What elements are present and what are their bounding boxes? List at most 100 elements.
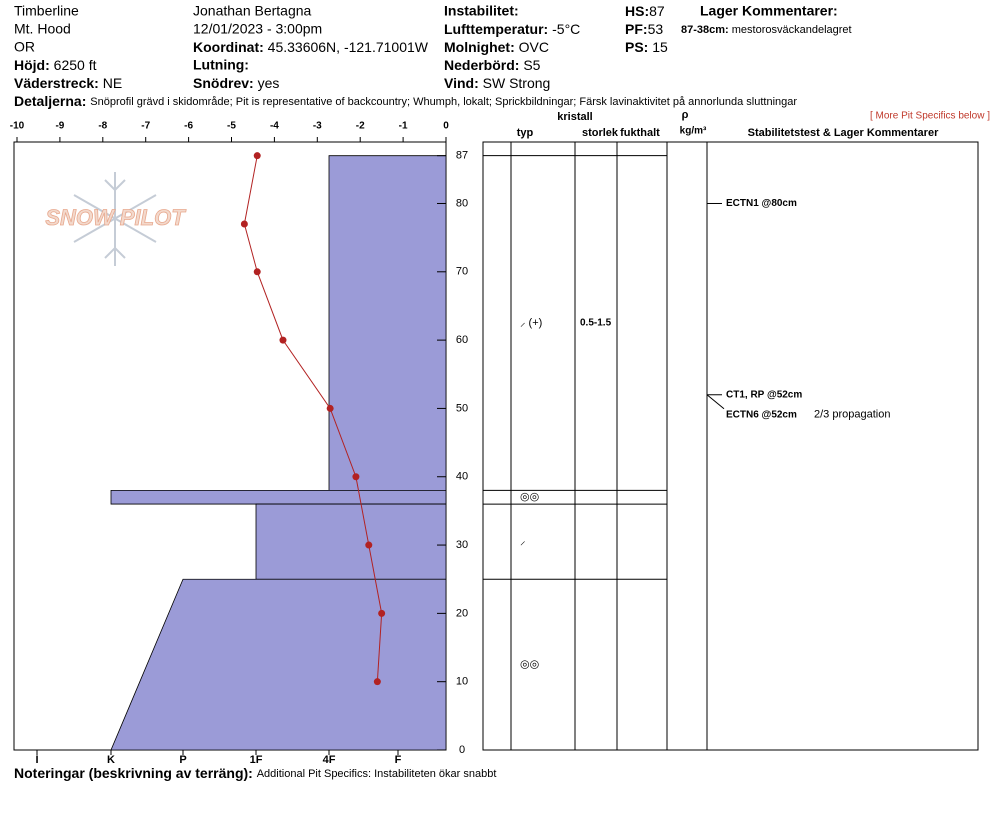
logo-snowflake [73, 172, 157, 266]
hardness-layer [328, 155, 447, 491]
label: Nederbörd: [444, 57, 519, 73]
label: Noteringar (beskrivning av terräng): [14, 765, 253, 781]
datetime: 12/01/2023 - 3:00pm [193, 21, 322, 37]
y-tick-label: 50 [456, 402, 468, 414]
column-header: fukthalt [620, 127, 660, 139]
temperature-point [365, 541, 373, 549]
y-tick-label: 40 [456, 471, 468, 483]
hardness-label: I [35, 754, 38, 766]
hardness-label: 1F [250, 754, 263, 766]
hardness-label: F [395, 754, 402, 766]
x-tick-label: -4 [270, 121, 279, 132]
wind: Vind: SW Strong [444, 75, 550, 91]
text: Additional Pit Specifics: Instabiliteten… [257, 768, 497, 780]
coordinates: Koordinat: 45.33606N, -121.71001W [193, 39, 429, 55]
x-tick-label: -1 [399, 121, 408, 132]
x-tick-label: -10 [10, 121, 25, 132]
value: 53 [648, 21, 664, 37]
location: Mt. Hood [14, 21, 71, 37]
temperature-point [326, 404, 334, 412]
label: 87-38cm: [681, 24, 729, 36]
value: OVC [519, 39, 549, 55]
elevation: Höjd: 6250 ft [14, 57, 97, 73]
label: Molnighet: [444, 39, 515, 55]
label: PF: [625, 21, 648, 37]
temperature-point [279, 336, 287, 344]
observer: Jonathan Bertagna [193, 3, 312, 19]
instability: Instabilitet: [444, 3, 519, 19]
label: Väderstreck: [14, 75, 99, 91]
notes: Noteringar (beskrivning av terräng): Add… [14, 765, 496, 781]
grain-size: 0.5-1.5 [580, 318, 612, 329]
hardness-layer [110, 490, 447, 505]
test-arrow [706, 394, 725, 410]
layer-comments-title: Lager Kommentarer: [700, 3, 838, 19]
air-temp: Lufttemperatur: -5°C [444, 21, 580, 37]
temperature-point [240, 220, 248, 228]
label: Lufttemperatur: [444, 21, 548, 37]
precip: Nederbörd: S5 [444, 57, 541, 73]
value: SW Strong [483, 75, 551, 91]
text: mestorosväckandelagret [732, 24, 852, 36]
x-tick-label: 0 [443, 121, 449, 132]
hardness-label: 4F [323, 754, 336, 766]
hardness-layer [110, 578, 447, 751]
location: Timberline [14, 3, 79, 19]
y-tick-label: 87 [456, 150, 468, 162]
y-tick-label: 30 [456, 539, 468, 551]
grain-type: ⸝ [520, 536, 526, 548]
hardness-label: K [107, 754, 115, 766]
temperature-point [352, 473, 360, 481]
value: -5°C [552, 21, 580, 37]
y-tick-label: 20 [456, 607, 468, 619]
column-header: kg/m³ [680, 126, 707, 137]
grain-type: ⸝ (+) [520, 317, 542, 329]
x-tick-label: -5 [227, 121, 236, 132]
temperature-point [378, 609, 386, 617]
y-tick-label: 60 [456, 334, 468, 346]
logo-text: SNOW PILOT [45, 205, 186, 230]
column-header: kristall [557, 111, 592, 123]
y-tick-label: 10 [456, 676, 468, 688]
grain-type: ◎◎ [520, 491, 539, 503]
column-header: storlek [582, 127, 619, 139]
value: 87 [649, 3, 665, 19]
temperature-point [253, 268, 261, 276]
label: PS: [625, 39, 648, 55]
x-tick-label: -7 [141, 121, 150, 132]
value: 45.33606N, -121.71001W [268, 39, 429, 55]
label: Detaljerna: [14, 93, 86, 109]
layer-table-frame [482, 141, 979, 751]
slope: Lutning: [193, 57, 249, 73]
grain-type: ◎◎ [520, 659, 539, 671]
hs: HS:87 [625, 3, 665, 19]
y-tick-label: 0 [459, 744, 465, 756]
pf: PF:53 [625, 21, 663, 37]
x-tick-label: -2 [356, 121, 365, 132]
x-tick-label: -9 [55, 121, 64, 132]
column-header: typ [517, 127, 534, 139]
value: 6250 ft [54, 57, 97, 73]
details: Detaljerna: Snöprofil grävd i skidområde… [14, 93, 797, 109]
value: S5 [523, 57, 540, 73]
layer-comment: 87-38cm: mestorosväckandelagret [681, 24, 852, 36]
label: Vind: [444, 75, 479, 91]
test-note: 2/3 propagation [814, 409, 890, 421]
text: Snöprofil grävd i skidområde; Pit is rep… [90, 96, 797, 108]
ps: PS: 15 [625, 39, 668, 55]
x-tick-label: -3 [313, 121, 322, 132]
label: Snödrev: [193, 75, 254, 91]
test-result: CT1, RP @52cm [726, 389, 802, 400]
x-tick-label: -6 [184, 121, 193, 132]
temperature-point [253, 152, 261, 160]
value: yes [258, 75, 280, 91]
value: NE [103, 75, 122, 91]
location: OR [14, 39, 35, 55]
more-link[interactable]: [ More Pit Specifics below ] [870, 111, 990, 122]
hardness-label: P [179, 754, 186, 766]
temperature-point [373, 678, 381, 686]
hardness-layer [255, 503, 447, 580]
y-tick-label: 70 [456, 266, 468, 278]
test-result: ECTN6 @52cm [726, 409, 797, 420]
